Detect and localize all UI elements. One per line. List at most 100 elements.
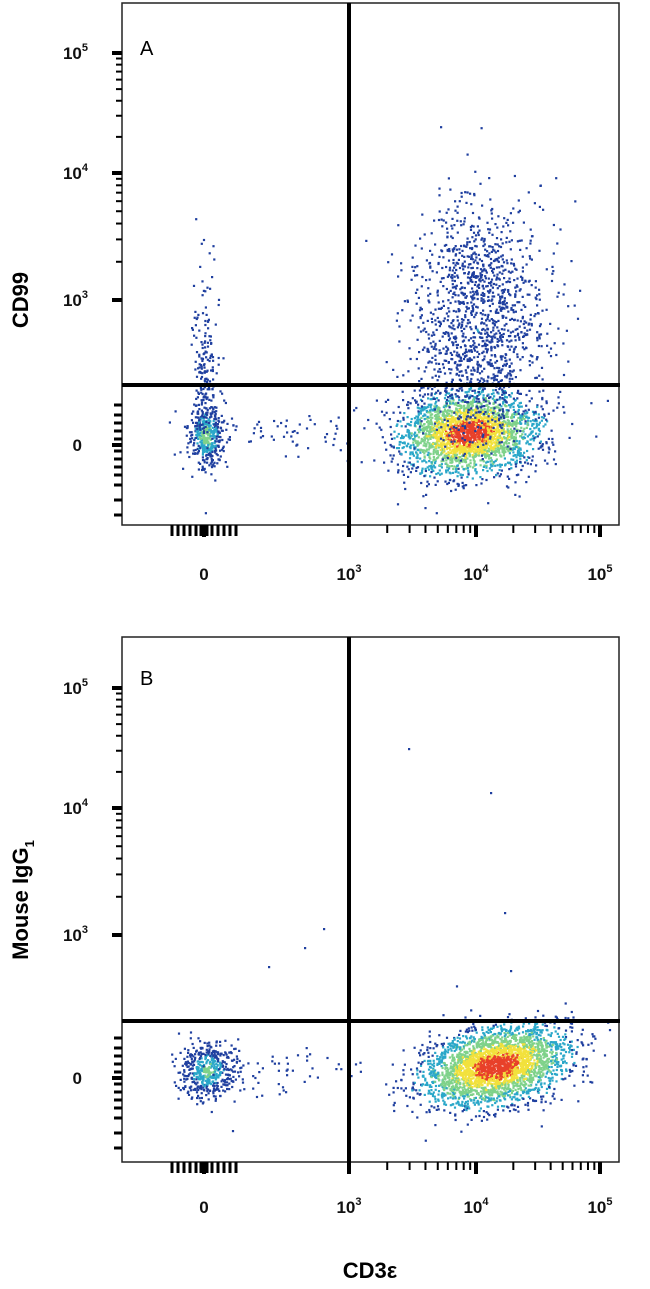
event-dot: [186, 451, 189, 454]
event-dot: [420, 481, 423, 485]
event-dot: [467, 307, 470, 310]
event-dot: [463, 468, 466, 471]
event-dot: [503, 417, 506, 420]
event-dot: [514, 410, 517, 413]
event-dot: [518, 440, 521, 443]
event-dot: [491, 364, 494, 368]
event-dot: [477, 398, 480, 401]
event-dot: [606, 399, 609, 402]
event-dot: [500, 455, 503, 458]
event-dot: [204, 421, 207, 424]
event-dot: [445, 359, 448, 362]
event-dot: [535, 376, 538, 379]
event-dot: [413, 422, 417, 425]
event-dot: [434, 461, 437, 465]
event-dot: [198, 355, 201, 358]
event-dot: [410, 420, 413, 424]
event-dot: [439, 410, 442, 413]
event-dot: [512, 309, 515, 312]
event-dot: [213, 461, 216, 464]
event-dot: [512, 350, 515, 354]
event-dot: [519, 447, 522, 450]
event-dot: [215, 452, 218, 456]
event-dot: [435, 447, 438, 450]
event-dot: [519, 452, 522, 455]
event-dot: [524, 422, 527, 425]
event-dot: [521, 413, 524, 416]
event-dot: [197, 313, 200, 316]
event-dot: [500, 416, 503, 419]
event-dot: [518, 405, 522, 408]
event-dot: [523, 451, 526, 454]
event-dot: [201, 420, 204, 423]
event-dot: [487, 376, 490, 379]
event-dot: [416, 274, 419, 277]
event-dot: [491, 337, 494, 340]
event-dot: [507, 280, 510, 283]
event-dot: [493, 476, 496, 479]
event-dot: [201, 423, 204, 426]
event-dot: [456, 274, 459, 277]
event-dot: [441, 428, 444, 431]
panel-b-density: [171, 748, 612, 1142]
event-dot: [546, 420, 549, 423]
event-dot: [498, 468, 501, 472]
event-dot: [455, 366, 458, 369]
event-dot: [478, 353, 481, 356]
event-dot: [473, 423, 476, 426]
event-dot: [461, 254, 464, 257]
event-dot: [420, 247, 423, 250]
event-dot: [464, 310, 468, 313]
event-dot: [514, 465, 518, 468]
event-dot: [536, 405, 539, 409]
event-dot: [422, 495, 425, 498]
event-dot: [443, 244, 446, 247]
event-dot: [470, 350, 473, 353]
event-dot: [453, 271, 456, 274]
event-dot: [460, 421, 463, 424]
event-dot: [203, 366, 206, 369]
event-dot: [445, 452, 448, 455]
event-dot: [513, 347, 516, 350]
event-dot: [208, 416, 212, 419]
event-dot: [425, 279, 428, 282]
event-dot: [204, 396, 207, 399]
event-dot: [515, 474, 518, 477]
event-dot: [500, 439, 503, 442]
event-dot: [191, 328, 194, 331]
event-dot: [497, 406, 500, 409]
event-dot: [476, 368, 479, 371]
event-dot: [481, 291, 484, 295]
event-dot: [469, 459, 472, 462]
event-dot: [507, 345, 510, 348]
event-dot: [441, 335, 444, 338]
event-dot: [407, 475, 410, 478]
event-dot: [450, 440, 453, 443]
event-dot: [468, 404, 471, 407]
event-dot: [451, 274, 454, 277]
event-dot: [459, 416, 463, 419]
event-dot: [205, 1086, 208, 1090]
event-dot: [491, 464, 494, 467]
event-dot: [199, 1069, 202, 1072]
event-dot: [492, 373, 495, 376]
event-dot: [290, 435, 293, 438]
event-dot: [460, 224, 463, 227]
event-dot: [474, 436, 477, 439]
event-dot: [464, 191, 467, 194]
event-dot: [224, 1039, 227, 1042]
event-dot: [466, 191, 469, 194]
event-dot: [430, 434, 433, 437]
event-dot: [495, 454, 498, 457]
event-dot: [492, 430, 495, 433]
event-dot: [498, 441, 501, 444]
event-dot: [504, 375, 507, 378]
event-dot: [202, 441, 205, 444]
event-dot: [486, 221, 489, 224]
event-dot: [457, 353, 461, 356]
event-dot: [451, 279, 454, 282]
event-dot: [475, 418, 478, 421]
event-dot: [452, 262, 455, 265]
event-dot: [484, 332, 487, 335]
event-dot: [435, 444, 438, 447]
